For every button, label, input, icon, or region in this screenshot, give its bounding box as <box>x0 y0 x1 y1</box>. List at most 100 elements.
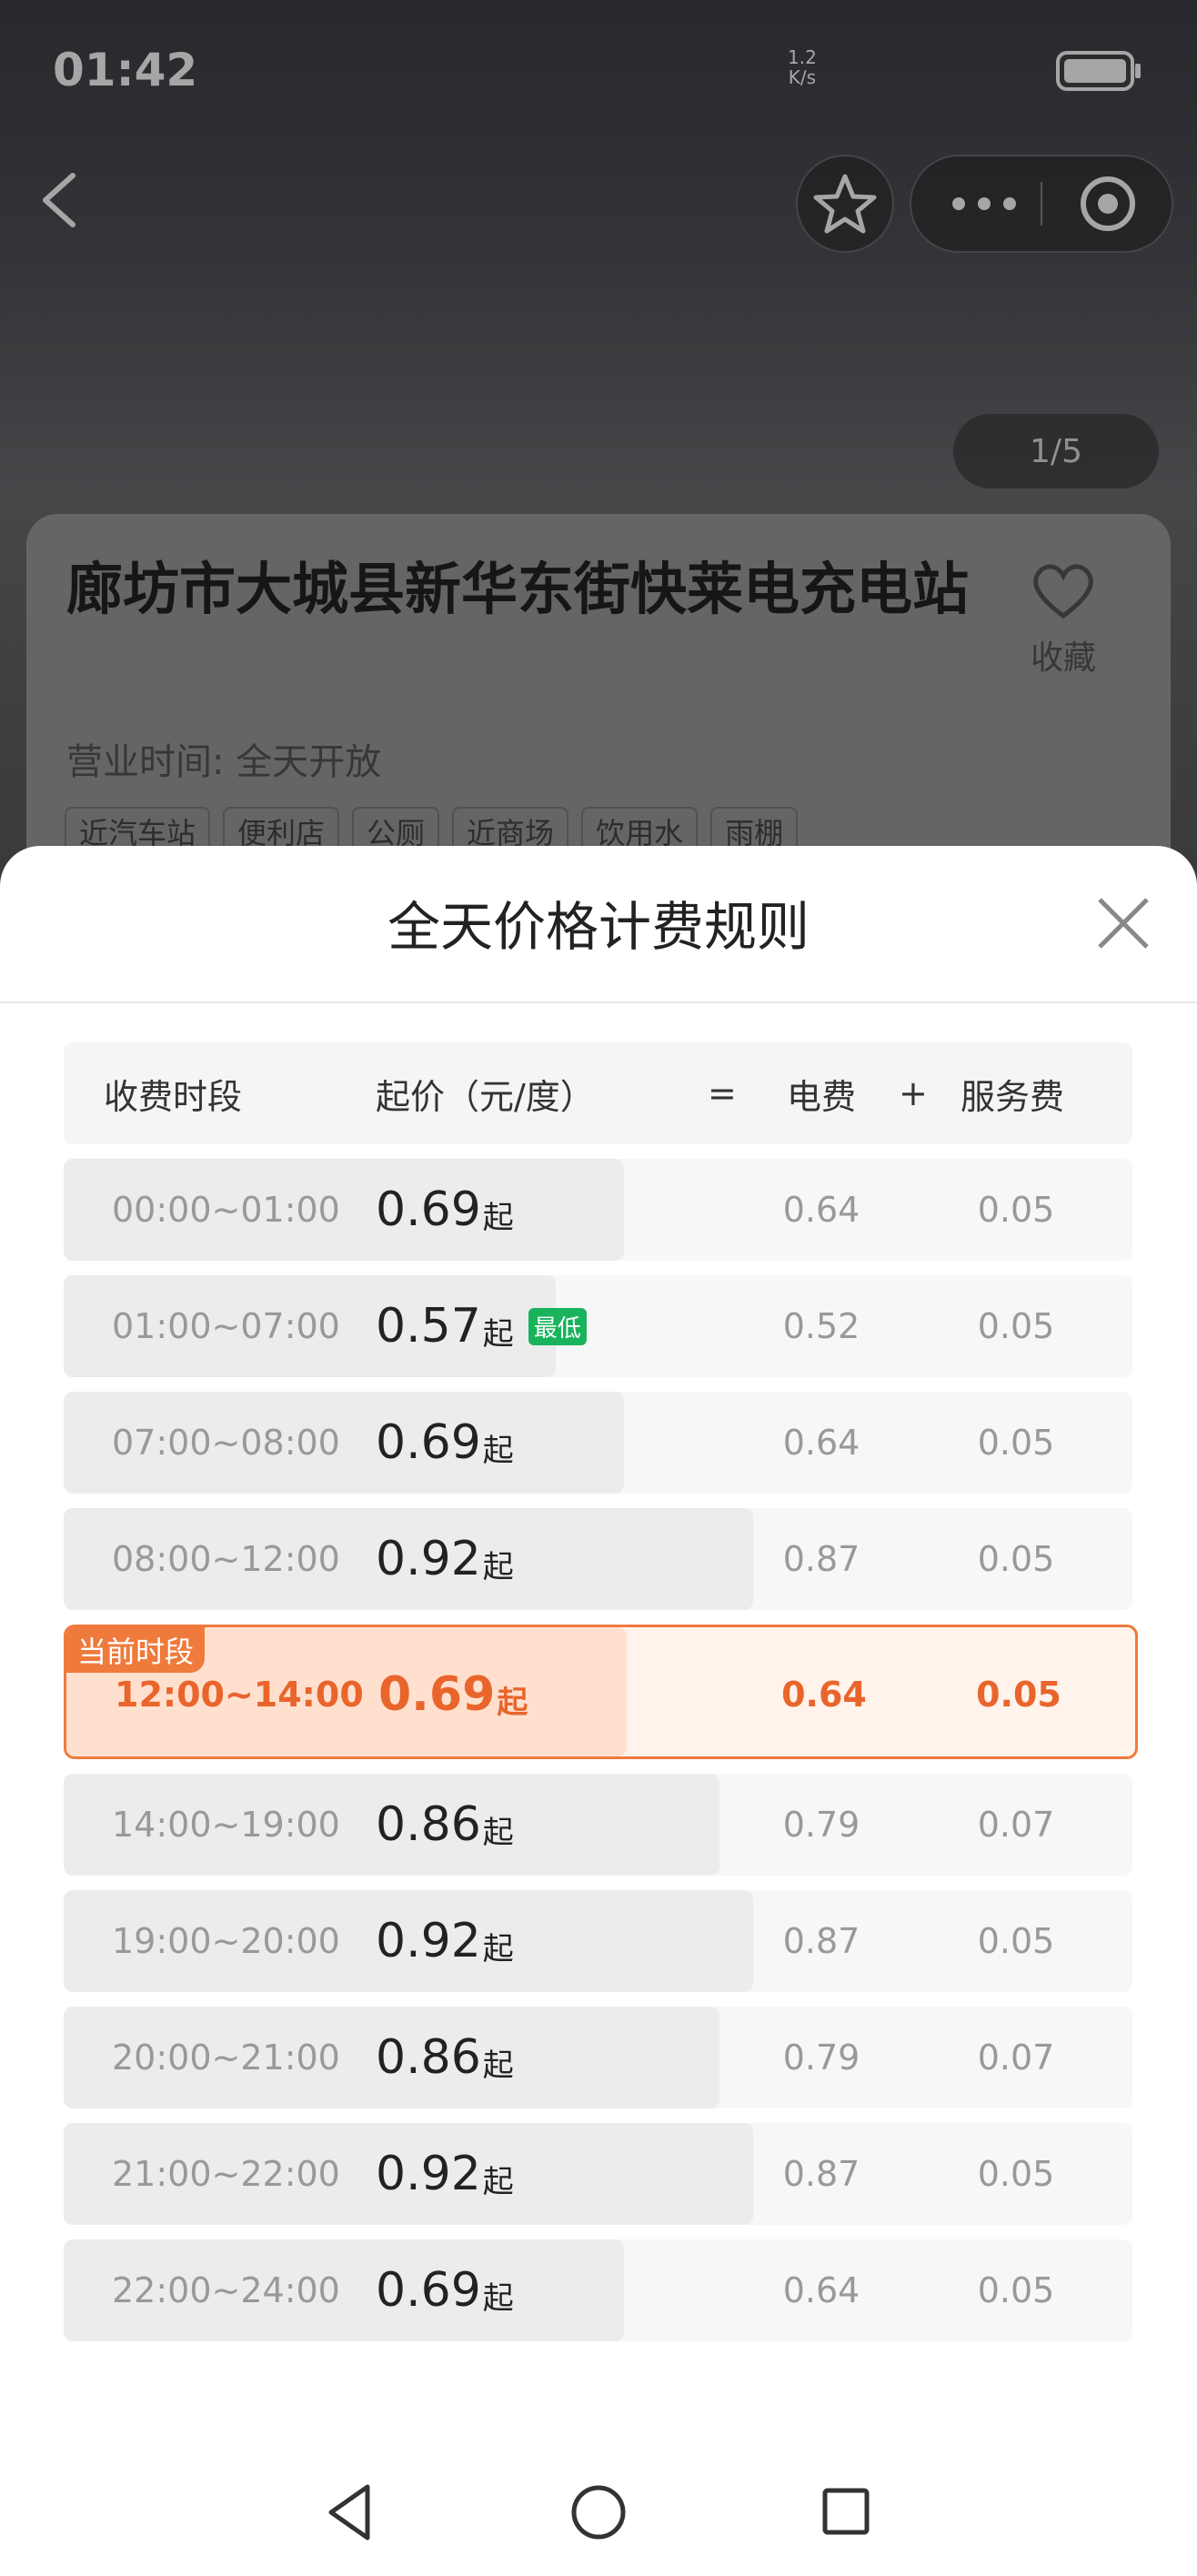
price-suffix: 起 <box>482 1548 514 1585</box>
star-button[interactable] <box>796 155 894 253</box>
column-header: + <box>899 1073 928 1113</box>
photo-counter-text: 1/5 <box>1030 432 1082 470</box>
service-fee: 0.05 <box>977 1423 1055 1463</box>
column-header: 收费时段 <box>104 1076 243 1117</box>
price-value: 0.69 <box>376 1415 481 1470</box>
price-suffix: 起 <box>482 1930 514 1967</box>
service-fee: 0.07 <box>977 2038 1055 2078</box>
price-bar <box>64 1159 624 1261</box>
net-speed: 1.2 K/s <box>788 47 817 87</box>
battery-icon <box>1056 51 1141 91</box>
electricity-fee: 0.52 <box>782 1306 860 1346</box>
column-header: 服务费 <box>961 1076 1065 1117</box>
heart-icon <box>1033 564 1093 619</box>
modal-title: 全天价格计费规则 <box>387 896 810 958</box>
nav-back[interactable] <box>328 2484 370 2541</box>
close-button[interactable] <box>1096 896 1151 951</box>
menu-capsule[interactable] <box>910 155 1173 253</box>
nav-recent[interactable] <box>822 2488 870 2535</box>
price-value: 0.92 <box>376 1914 481 1968</box>
start-price: 0.92 起 <box>376 1508 514 1610</box>
price-row: 14:00~19:00 0.86 起 0.79 0.07 <box>64 1774 1132 1876</box>
electricity-fee: 0.87 <box>782 2154 860 2194</box>
overlay[interactable] <box>0 0 1197 891</box>
period: 08:00~12:00 <box>112 1539 340 1579</box>
price-value: 0.69 <box>376 2263 481 2318</box>
price-row: 01:00~07:00 0.57 起最低 0.52 0.05 <box>64 1275 1132 1377</box>
start-price: 0.69 起 <box>378 1644 528 1746</box>
period: 07:00~08:00 <box>112 1423 340 1463</box>
price-value: 0.86 <box>376 1797 481 1852</box>
current-label: 当前时段 <box>66 1627 206 1673</box>
price-value: 0.57 <box>376 1299 481 1353</box>
price-bar <box>64 2239 624 2341</box>
tag: 饮用水 <box>581 807 699 856</box>
start-price: 0.92 起 <box>376 2123 514 2225</box>
period: 21:00~22:00 <box>112 2154 340 2194</box>
service-fee: 0.05 <box>976 1675 1061 1715</box>
service-fee: 0.05 <box>977 1306 1055 1346</box>
column-header: 起价（元/度） <box>376 1076 595 1117</box>
service-fee: 0.05 <box>977 2270 1055 2310</box>
service-fee: 0.05 <box>977 1539 1055 1579</box>
price-suffix: 起 <box>482 2163 514 2200</box>
price-bar <box>64 1890 754 1992</box>
start-price: 0.69 起 <box>376 1159 514 1261</box>
start-price: 0.86 起 <box>376 1774 514 1876</box>
electricity-fee: 0.64 <box>782 2270 860 2310</box>
electricity-fee: 0.64 <box>782 1423 860 1463</box>
price-value: 0.86 <box>376 2030 481 2085</box>
service-fee: 0.05 <box>977 1190 1055 1230</box>
clock: 01:42 <box>53 44 198 96</box>
start-price: 0.92 起 <box>376 1890 514 1992</box>
price-suffix: 起 <box>497 1684 528 1721</box>
tag: 便利店 <box>223 807 340 856</box>
favorite-label: 收藏 <box>1030 639 1096 677</box>
divider <box>0 1001 1197 1003</box>
service-fee: 0.07 <box>977 1805 1055 1845</box>
electricity-fee: 0.79 <box>782 1805 860 1845</box>
price-value: 0.69 <box>376 1182 481 1237</box>
start-price: 0.69 起 <box>376 1392 514 1494</box>
favorite-button[interactable]: 收藏 <box>1027 559 1100 679</box>
electricity-fee: 0.64 <box>781 1675 867 1715</box>
price-suffix: 起 <box>482 1432 514 1469</box>
period: 20:00~21:00 <box>112 2038 340 2078</box>
start-price: 0.86 起 <box>376 2007 514 2108</box>
photo-counter[interactable]: 1/5 <box>953 414 1159 488</box>
price-value: 0.92 <box>376 1532 481 1586</box>
start-price: 0.57 起最低 <box>376 1275 587 1377</box>
nav-home[interactable] <box>571 2485 626 2540</box>
system-nav-bar <box>328 2484 870 2541</box>
electricity-fee: 0.64 <box>782 1190 860 1230</box>
price-row: 08:00~12:00 0.92 起 0.87 0.05 <box>64 1508 1132 1610</box>
lowest-badge: 最低 <box>528 1307 587 1345</box>
price-row: 20:00~21:00 0.86 起 0.79 0.07 <box>64 2007 1132 2108</box>
price-row: 21:00~22:00 0.92 起 0.87 0.05 <box>64 2123 1132 2225</box>
price-row: 19:00~20:00 0.92 起 0.87 0.05 <box>64 1890 1132 1992</box>
price-suffix: 起 <box>482 1199 514 1236</box>
table-header: 收费时段 起价（元/度） = 电费 + 服务费 <box>64 1042 1132 1144</box>
price-suffix: 起 <box>482 2279 514 2317</box>
price-modal: 全天价格计费规则 收费时段 起价（元/度） = 电费 + 服务费 00:00~0… <box>0 846 1197 2576</box>
period: 14:00~19:00 <box>112 1805 340 1845</box>
price-bar <box>64 1508 754 1610</box>
price-bar <box>64 1774 720 1876</box>
tag-list: 近汽车站 便利店 公厕 近商场 饮用水 雨棚 <box>65 807 810 856</box>
price-bar <box>64 2007 720 2108</box>
price-row: 22:00~24:00 0.69 起 0.64 0.05 <box>64 2239 1132 2341</box>
column-header: = <box>708 1073 737 1113</box>
price-value: 0.92 <box>376 2147 481 2201</box>
price-bar <box>64 2123 754 2225</box>
price-row: 07:00~08:00 0.69 起 0.64 0.05 <box>64 1392 1132 1494</box>
service-fee: 0.05 <box>977 1921 1055 1961</box>
electricity-fee: 0.87 <box>782 1539 860 1579</box>
service-fee: 0.05 <box>977 2154 1055 2194</box>
period: 19:00~20:00 <box>112 1921 340 1961</box>
column-header: 电费 <box>787 1076 857 1117</box>
station-name: 廊坊市大城县新华东街快莱电充电站 <box>66 556 970 622</box>
back-button[interactable] <box>33 168 87 232</box>
price-suffix: 起 <box>482 1814 514 1851</box>
price-bar <box>64 1392 624 1494</box>
period: 00:00~01:00 <box>112 1190 340 1230</box>
